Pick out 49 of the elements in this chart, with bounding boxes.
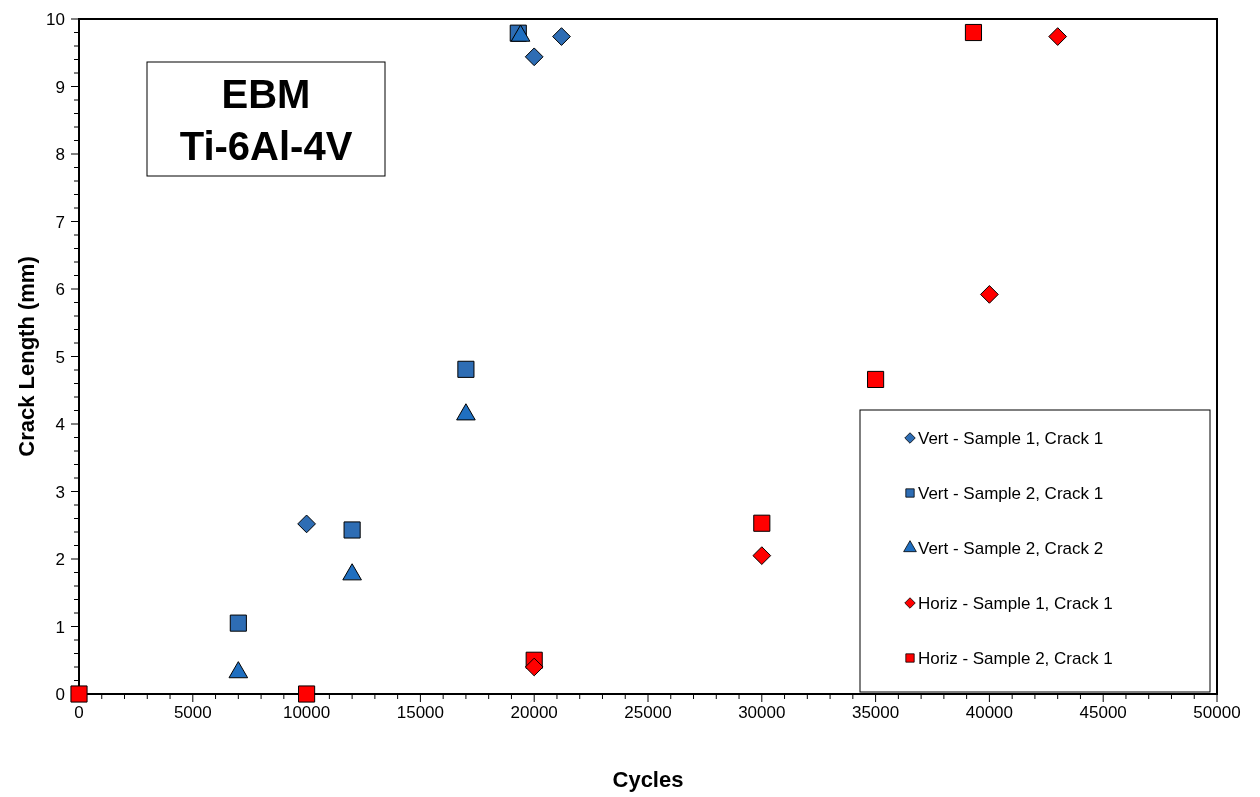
point — [980, 285, 999, 304]
point — [524, 47, 544, 67]
point — [456, 403, 476, 421]
point — [298, 685, 316, 703]
x-tick-label: 10000 — [282, 703, 331, 722]
y-tick-label: 9 — [55, 77, 65, 97]
annotation: EBM Ti-6Al-4V — [179, 72, 353, 168]
point — [552, 27, 571, 46]
point — [752, 546, 772, 565]
legend-label: Vert - Sample 2, Crack 2 — [918, 539, 1104, 558]
y-tick-label: 1 — [55, 617, 65, 637]
point — [510, 24, 531, 42]
point — [867, 370, 885, 389]
y-tick-label: 3 — [55, 482, 65, 502]
point — [342, 563, 362, 581]
x-tick-label: 40000 — [965, 703, 1014, 722]
legend-label: Vert - Sample 1, Crack 1 — [918, 429, 1104, 448]
x-tick-label: 20000 — [510, 703, 558, 722]
x-axis-title: Cycles — [612, 767, 684, 792]
y-tick-label: 6 — [55, 280, 65, 299]
y-axis-title: Crack Length (mm) — [14, 256, 39, 457]
x-tick-label: 35000 — [851, 703, 900, 722]
point — [343, 521, 361, 539]
point — [524, 657, 544, 677]
y-tick-label: 0 — [55, 685, 65, 704]
y-tick-label: 7 — [55, 212, 65, 232]
x-tick-label: 50000 — [1193, 703, 1241, 722]
point — [753, 514, 771, 532]
y-tick-label: 10 — [46, 10, 65, 29]
point — [70, 685, 88, 703]
x-tick-label: 25000 — [624, 703, 672, 722]
x-tick-label: 15000 — [396, 703, 445, 722]
x-tick-label: 45000 — [1079, 703, 1127, 722]
y-tick-label: 4 — [55, 415, 65, 434]
y-tick-label: 2 — [55, 550, 65, 569]
point — [297, 514, 316, 534]
point — [228, 661, 249, 679]
legend-label: Horiz - Sample 1, Crack 1 — [918, 594, 1113, 613]
point — [1048, 27, 1068, 46]
x-tick-label: 30000 — [738, 703, 786, 722]
legend-label: Horiz - Sample 2, Crack 1 — [918, 649, 1113, 668]
legend-label: Vert - Sample 2, Crack 1 — [918, 484, 1104, 503]
point — [229, 614, 247, 632]
x-tick-label: 0 — [74, 703, 84, 722]
point — [457, 360, 475, 378]
y-tick-label: 8 — [55, 145, 65, 164]
y-tick-label: 5 — [55, 347, 65, 367]
x-tick-label: 5000 — [173, 703, 212, 722]
point — [964, 23, 983, 42]
